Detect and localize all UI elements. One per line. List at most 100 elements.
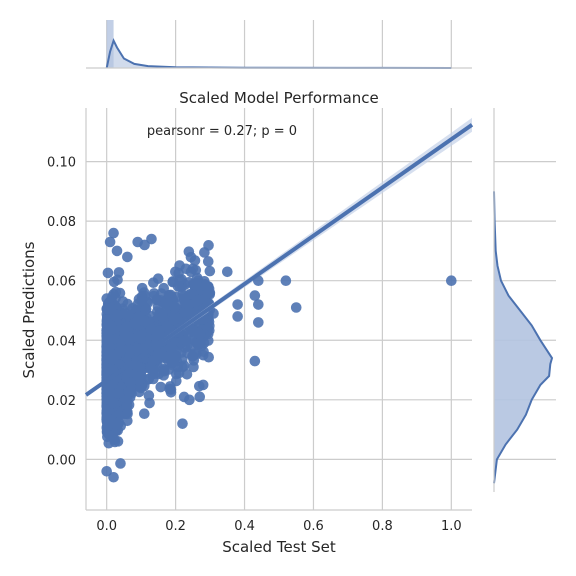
data-point	[102, 420, 114, 432]
data-point	[169, 301, 181, 313]
data-point	[122, 408, 133, 420]
x-tick-label: 0.2	[165, 519, 186, 534]
y-tick-label: 0.06	[47, 275, 76, 290]
data-point	[183, 246, 195, 257]
y-tick-label: 0.02	[47, 394, 76, 409]
data-point	[103, 437, 115, 449]
y-tick-label: 0.10	[47, 156, 76, 171]
x-axis-ticks: 0.0 0.2 0.4 0.6 0.8 1.0	[96, 519, 461, 534]
data-point	[121, 399, 133, 411]
data-point	[103, 384, 115, 396]
x-tick-label: 0.0	[96, 519, 117, 534]
data-point	[158, 282, 170, 294]
outlier-point	[290, 302, 302, 313]
x-tick-label: 0.6	[303, 519, 324, 534]
top-marginal-grid	[106, 20, 452, 68]
outlier-point	[173, 367, 185, 379]
data-point	[180, 297, 191, 309]
data-point	[120, 322, 132, 334]
top-marginal-kde-fill	[106, 40, 452, 68]
outlier-point	[132, 236, 143, 248]
outlier-point	[208, 308, 219, 319]
data-point	[105, 303, 117, 315]
data-point	[172, 313, 183, 324]
data-point	[121, 308, 133, 320]
outlier-point	[280, 275, 292, 287]
outlier-point	[197, 349, 209, 361]
data-point	[107, 397, 119, 408]
top-marginal-plot	[86, 20, 472, 69]
main-scatter-plot: 0.0 0.2 0.4 0.6 0.8 1.0 0.000.020.040.060.080…	[47, 108, 474, 534]
data-point	[148, 277, 159, 289]
data-point	[202, 256, 214, 267]
data-point	[174, 274, 186, 286]
pearson-annotation: pearsonr = 0.27; p = 0	[147, 124, 297, 139]
data-point	[165, 291, 177, 302]
data-point	[112, 274, 123, 286]
data-point	[102, 267, 114, 279]
data-point	[114, 287, 126, 299]
data-point	[184, 289, 196, 300]
data-point	[183, 276, 195, 288]
outlier-point	[122, 251, 133, 263]
data-point	[107, 324, 118, 335]
data-point	[170, 266, 181, 278]
y-axis-ticks: 0.00 0.02 0.04 0.06 0.08 0.10	[47, 156, 76, 469]
outlier-point	[253, 275, 264, 287]
outlier-point	[177, 418, 188, 429]
data-point	[182, 326, 193, 338]
data-point	[148, 290, 159, 302]
outlier-point	[446, 275, 457, 287]
x-tick-label: 1.0	[441, 519, 462, 534]
outlier-point	[253, 299, 264, 310]
outlier-point	[180, 263, 192, 275]
x-tick-label: 0.8	[372, 519, 393, 534]
data-point	[145, 324, 156, 335]
data-point	[161, 321, 173, 332]
data-point	[138, 408, 150, 420]
outlier-point	[197, 379, 209, 391]
data-point	[111, 349, 122, 361]
regression-line	[84, 123, 474, 397]
outlier-point	[194, 391, 206, 403]
data-point	[140, 304, 151, 316]
right-marginal-plot	[493, 108, 556, 492]
outlier-point	[180, 334, 192, 346]
x-axis-label: Scaled Test Set	[222, 538, 336, 556]
data-point	[158, 363, 169, 375]
outlier-point	[184, 394, 195, 406]
outlier-point	[104, 236, 116, 248]
outlier-point	[249, 290, 261, 301]
chart-title: Scaled Model Performance	[179, 89, 379, 107]
y-tick-label: 0.08	[47, 215, 76, 230]
y-tick-label: 0.00	[47, 453, 76, 468]
data-point	[182, 347, 193, 359]
outlier-point	[232, 311, 243, 322]
outlier-point	[146, 233, 157, 245]
outlier-point	[111, 245, 123, 257]
data-point	[204, 287, 216, 299]
data-point	[101, 406, 113, 418]
data-point	[203, 335, 214, 346]
outlier-point	[108, 227, 119, 239]
data-point	[192, 294, 204, 306]
data-point	[143, 390, 155, 401]
data-point	[115, 458, 126, 469]
data-point	[147, 355, 159, 366]
data-point	[165, 342, 176, 354]
data-point	[117, 296, 129, 307]
y-tick-label: 0.04	[47, 334, 76, 349]
data-point	[155, 381, 167, 393]
top-marginal-kde-line	[105, 38, 452, 69]
data-point	[125, 333, 137, 344]
data-point	[189, 255, 201, 266]
data-point	[193, 327, 204, 339]
dense-point-cloud	[101, 240, 216, 469]
data-point	[129, 317, 140, 329]
data-point	[144, 397, 155, 409]
y-axis-label: Scaled Predictions	[20, 241, 38, 378]
outlier-point	[232, 299, 243, 310]
data-point	[124, 377, 136, 388]
outlier-point	[108, 471, 119, 483]
data-point	[101, 293, 113, 304]
